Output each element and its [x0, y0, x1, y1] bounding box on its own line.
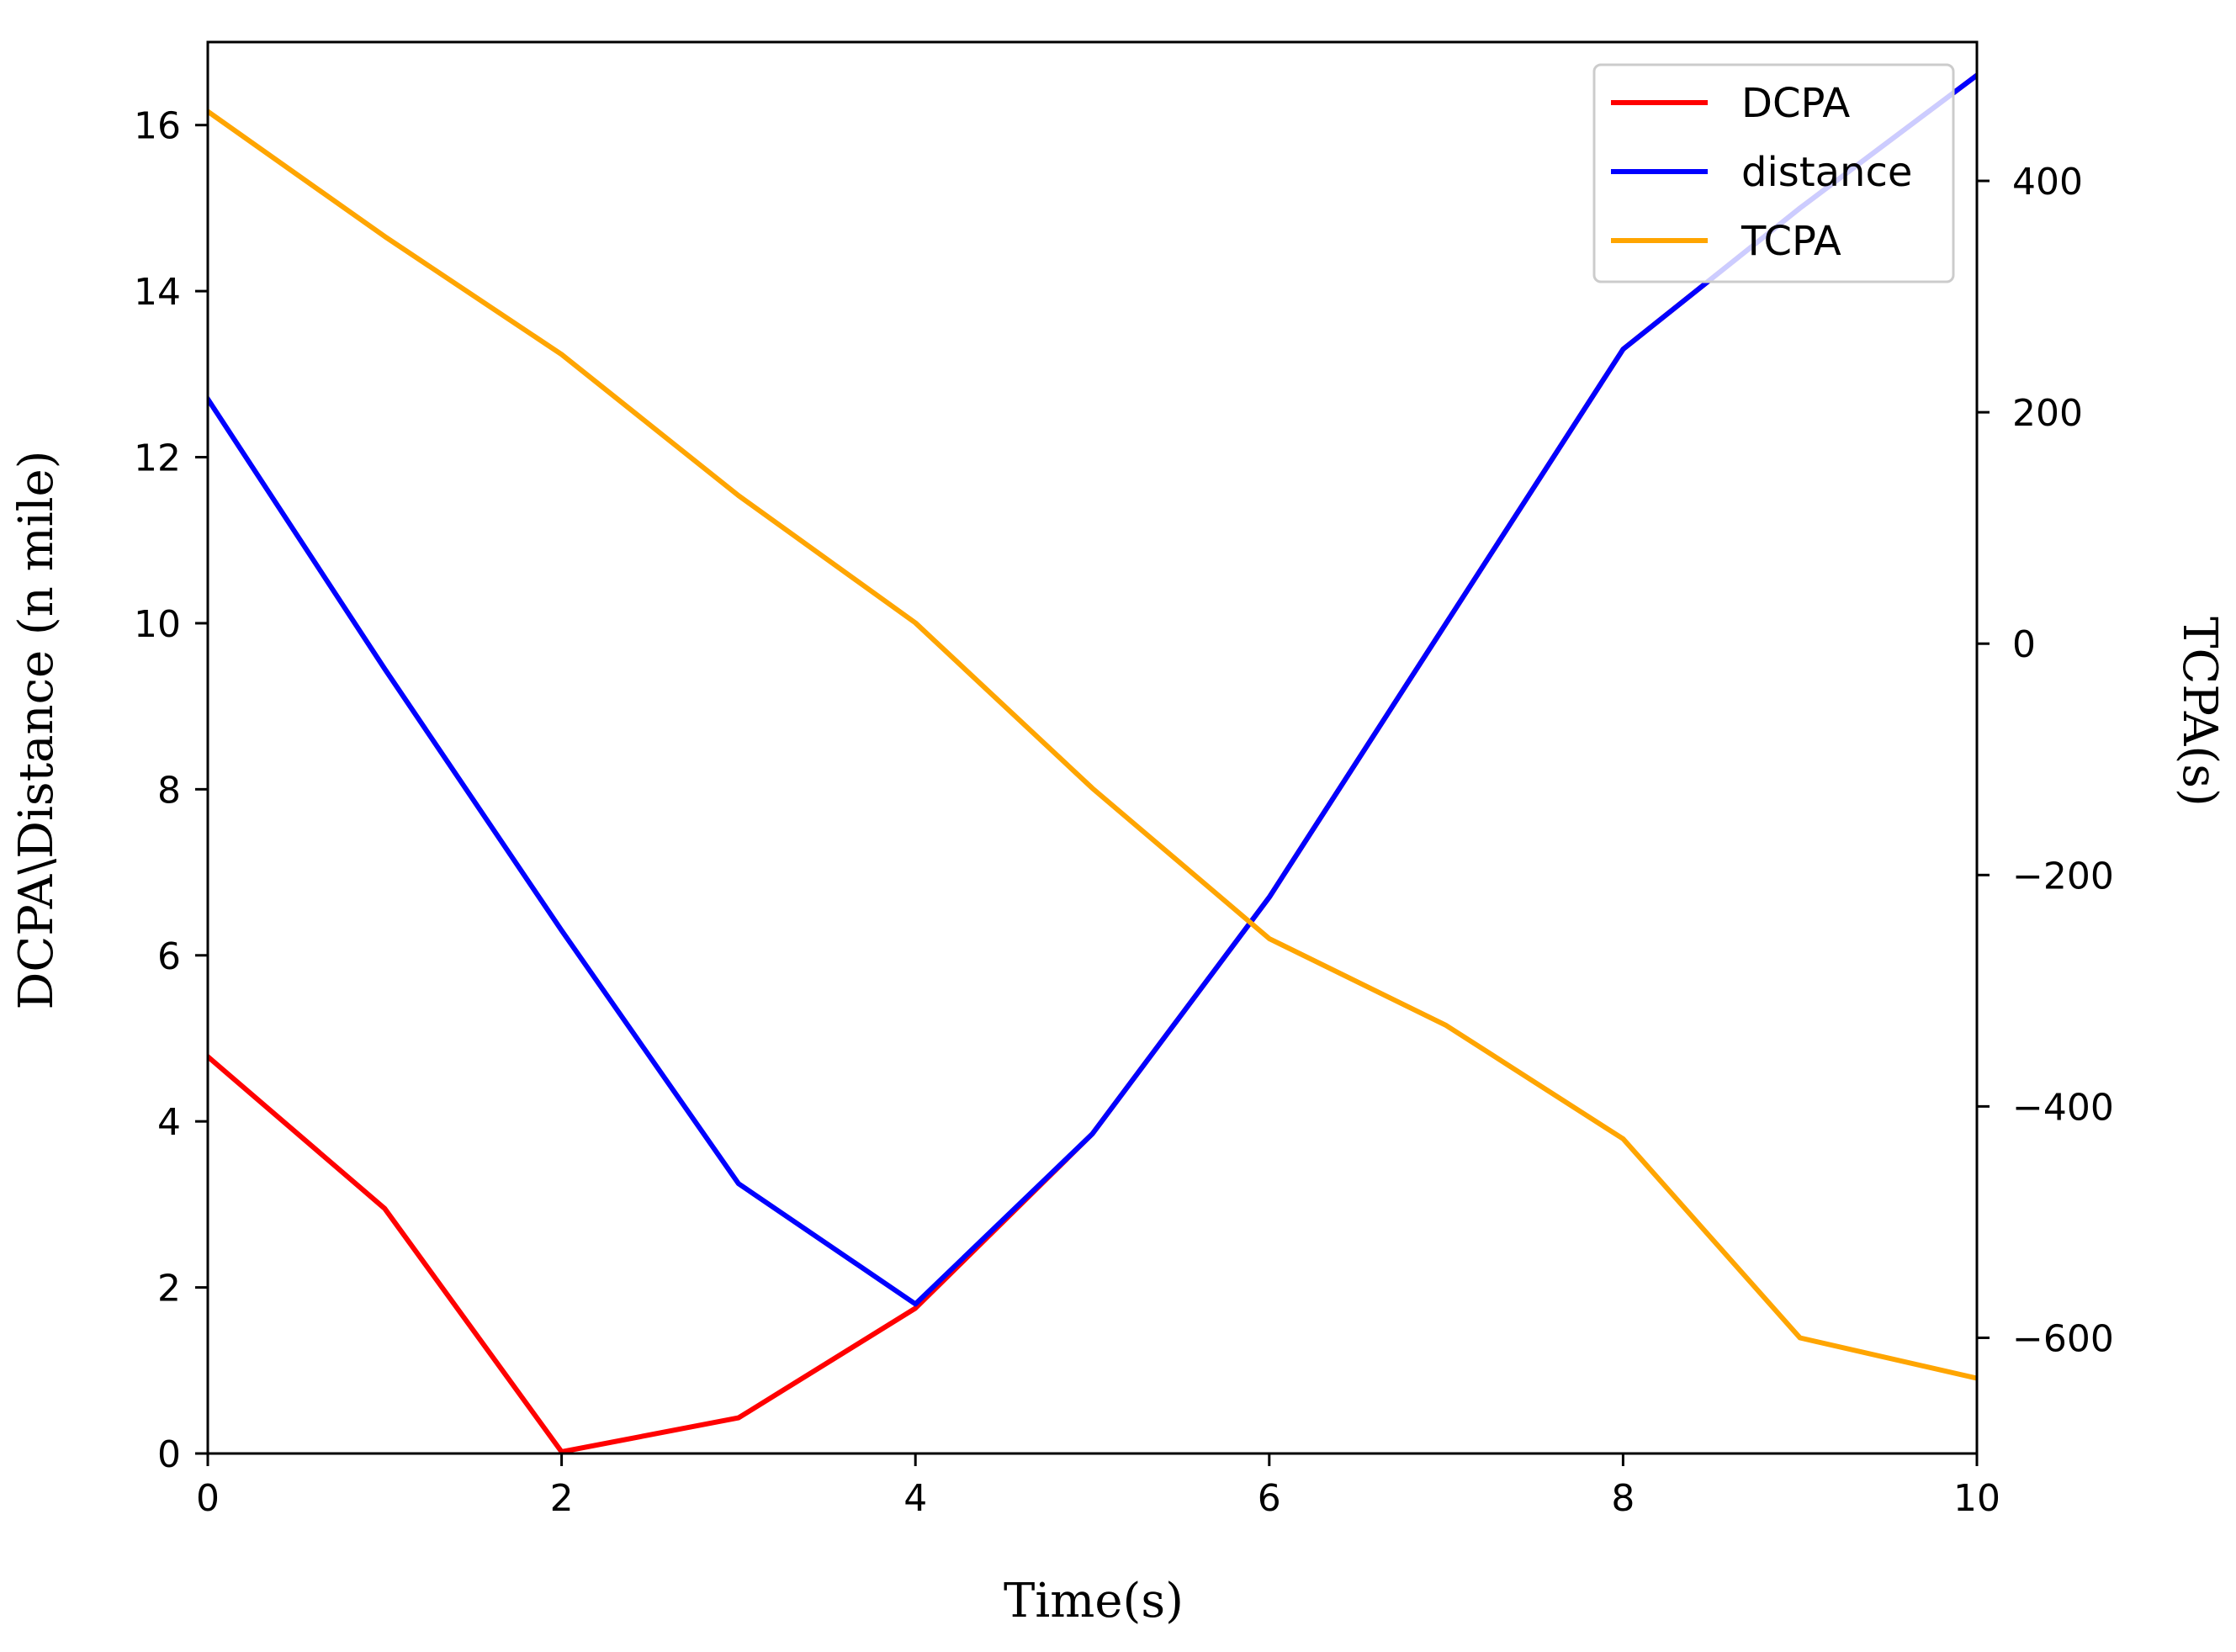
legend-label-distance: distance: [1741, 149, 1912, 196]
left-y-tick-label: 12: [134, 437, 181, 480]
left-y-tick-label: 10: [134, 603, 181, 646]
left-y-tick-label: 4: [157, 1101, 181, 1144]
plot-lines: [208, 71, 1977, 1453]
right-y-tick-label: 400: [2012, 161, 2083, 204]
axes: 0 2 4 6 8 10 0 2 4 6 8 10 12 14 16 −600 −400 −200 0 200 400: [134, 40, 2114, 1520]
plot-frame: [206, 40, 1979, 1455]
right-y-tick-label: −600: [2012, 1317, 2114, 1360]
left-y-tick-label: 6: [157, 935, 181, 978]
x-tick-label: 4: [903, 1477, 927, 1520]
left-y-tick-label: 8: [157, 769, 181, 812]
x-tick-label: 0: [196, 1477, 220, 1520]
right-axis-title: TCPA(s): [2172, 617, 2227, 807]
x-tick-label: 8: [1611, 1477, 1635, 1520]
right-y-tick-label: 200: [2012, 392, 2083, 435]
series-line-tcpa: [208, 108, 1977, 1381]
left-y-tick-label: 16: [134, 105, 181, 148]
legend-label-tcpa: TCPA: [1741, 218, 1841, 265]
legend: DCPA distance TCPA: [1592, 63, 1955, 283]
right-y-tick-label: −200: [2012, 855, 2114, 897]
series-line-distance: [208, 71, 1977, 1307]
legend-label-dcpa: DCPA: [1741, 80, 1850, 127]
left-axis-title: DCPA\Distance (n mile): [9, 450, 64, 1009]
left-y-tick-label: 2: [157, 1268, 181, 1310]
right-y-tick-label: 0: [2012, 623, 2036, 666]
left-y-tick-label: 14: [134, 271, 181, 314]
legend-box: [1592, 63, 1955, 283]
x-axis-title: Time(s): [1004, 1574, 1184, 1628]
x-tick-label: 6: [1258, 1477, 1281, 1520]
right-y-tick-label: −400: [2012, 1086, 2114, 1129]
left-y-tick-label: 0: [157, 1433, 181, 1476]
x-tick-label: 2: [550, 1477, 574, 1520]
x-tick-label: 10: [1953, 1477, 2000, 1520]
